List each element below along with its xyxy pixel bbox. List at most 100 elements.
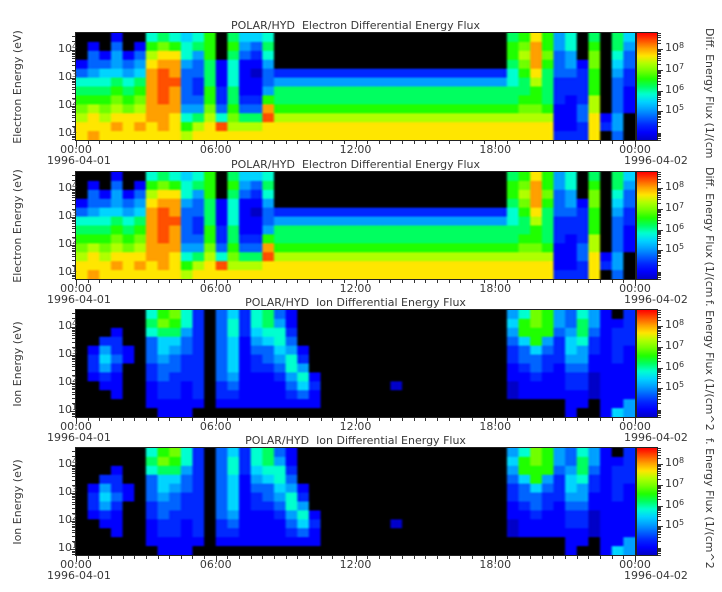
colorbar-minor-tick <box>658 491 661 493</box>
y-tick-label: 10 1 <box>58 403 78 417</box>
colorbar-minor-tick <box>658 510 661 512</box>
colorbar-minor-tick <box>658 273 661 275</box>
y-minor-tick <box>72 36 75 38</box>
colorbar-minor-tick <box>658 240 661 242</box>
colorbar-minor-tick <box>658 328 661 330</box>
y-minor-tick <box>72 359 75 361</box>
x-minor-tick <box>565 556 567 559</box>
x-minor-tick <box>262 141 264 144</box>
colorbar-minor-tick <box>658 554 661 556</box>
y-minor-tick <box>72 108 75 110</box>
colorbar-minor-tick <box>658 234 661 236</box>
colorbar-minor-tick <box>658 488 661 490</box>
x-minor-tick <box>506 280 508 283</box>
x-minor-tick <box>343 280 345 283</box>
y-tick-label: 10 2 <box>58 98 78 112</box>
colorbar-minor-tick <box>658 231 661 233</box>
colorbar-minor-tick <box>658 353 661 355</box>
colorbar-minor-tick <box>658 172 661 174</box>
x-minor-tick <box>460 556 462 559</box>
x-minor-tick <box>308 418 310 421</box>
colorbar-minor-tick <box>658 54 661 56</box>
x-minor-tick <box>530 141 532 144</box>
colorbar-minor-tick <box>658 394 661 396</box>
x-minor-tick <box>471 141 473 144</box>
x-minor-tick <box>297 141 299 144</box>
colorbar-minor-tick <box>658 332 661 334</box>
y-minor-tick <box>72 180 75 182</box>
y-tick-label: 10 3 <box>58 70 78 84</box>
x-minor-tick <box>483 418 485 421</box>
y-minor-tick <box>72 512 75 514</box>
y-minor-tick <box>72 92 75 94</box>
colorbar-minor-tick <box>658 114 661 116</box>
x-minor-tick <box>425 280 427 283</box>
x-minor-tick <box>239 141 241 144</box>
colorbar-tick <box>658 347 663 349</box>
x-tick-label: 06:00 <box>199 420 232 433</box>
colorbar-minor-tick <box>658 121 661 123</box>
colorbar-minor-tick <box>658 530 661 532</box>
colorbar-minor-tick <box>658 402 661 404</box>
y-tick <box>70 411 75 413</box>
x-minor-tick <box>320 141 322 144</box>
colorbar-minor-tick <box>658 489 661 491</box>
x-minor-tick <box>425 418 427 421</box>
x-minor-tick <box>343 141 345 144</box>
x-minor-tick <box>460 141 462 144</box>
y-minor-tick <box>72 469 75 471</box>
y-tick <box>70 245 75 247</box>
x-minor-tick <box>134 418 136 421</box>
x-minor-tick <box>413 280 415 283</box>
x-minor-tick <box>285 141 287 144</box>
colorbar-minor-tick <box>658 327 661 329</box>
colorbar-minor-tick <box>658 63 661 65</box>
x-minor-tick <box>285 280 287 283</box>
x-tick-label: 12:00 <box>339 282 372 295</box>
colorbar-minor-tick <box>658 527 661 529</box>
x-minor-tick <box>99 141 101 144</box>
y-minor-tick <box>72 191 75 193</box>
colorbar-minor-tick <box>658 271 661 273</box>
date-label-end: 1996-04-02 <box>624 154 688 167</box>
date-label-end: 1996-04-02 <box>624 431 688 444</box>
colorbar-minor-tick <box>658 532 661 534</box>
colorbar-tick-label: 10 6 <box>665 497 685 511</box>
colorbar-minor-tick <box>658 196 661 198</box>
x-tick <box>495 418 497 424</box>
colorbar-minor-tick <box>658 35 661 37</box>
x-minor-tick <box>192 556 194 559</box>
colorbar-minor-tick <box>658 508 661 510</box>
plot-frame <box>75 171 636 280</box>
colorbar-minor-tick <box>658 190 661 192</box>
y-minor-tick <box>72 251 75 253</box>
colorbar-minor-tick <box>658 92 661 94</box>
x-tick <box>215 418 217 424</box>
y-minor-tick <box>72 357 75 359</box>
x-minor-tick <box>320 556 322 559</box>
x-minor-tick <box>285 418 287 421</box>
x-minor-tick <box>460 418 462 421</box>
y-tick-label: 10 2 <box>58 375 78 389</box>
x-tick-label: 00:00 <box>60 420 92 433</box>
y-tick <box>70 273 75 275</box>
y-axis-label: Electron Energy (eV) <box>11 29 24 144</box>
x-minor-tick <box>192 280 194 283</box>
y-minor-tick <box>72 385 75 387</box>
x-minor-tick <box>530 418 532 421</box>
colorbar-minor-tick <box>658 548 661 550</box>
colorbar-minor-tick <box>658 132 661 134</box>
colorbar-minor-tick <box>658 235 661 237</box>
y-minor-tick <box>72 274 75 276</box>
colorbar-tick <box>658 388 663 390</box>
y-minor-tick <box>72 504 75 506</box>
colorbar-minor-tick <box>658 547 661 549</box>
colorbar-minor-tick <box>658 389 661 391</box>
colorbar-minor-tick <box>658 372 661 374</box>
colorbar-minor-tick <box>658 536 661 538</box>
x-tick-label: 18:00 <box>479 143 512 156</box>
x-minor-tick <box>285 556 287 559</box>
x-tick <box>215 280 217 286</box>
y-minor-tick <box>72 225 75 227</box>
x-tick <box>76 418 77 424</box>
